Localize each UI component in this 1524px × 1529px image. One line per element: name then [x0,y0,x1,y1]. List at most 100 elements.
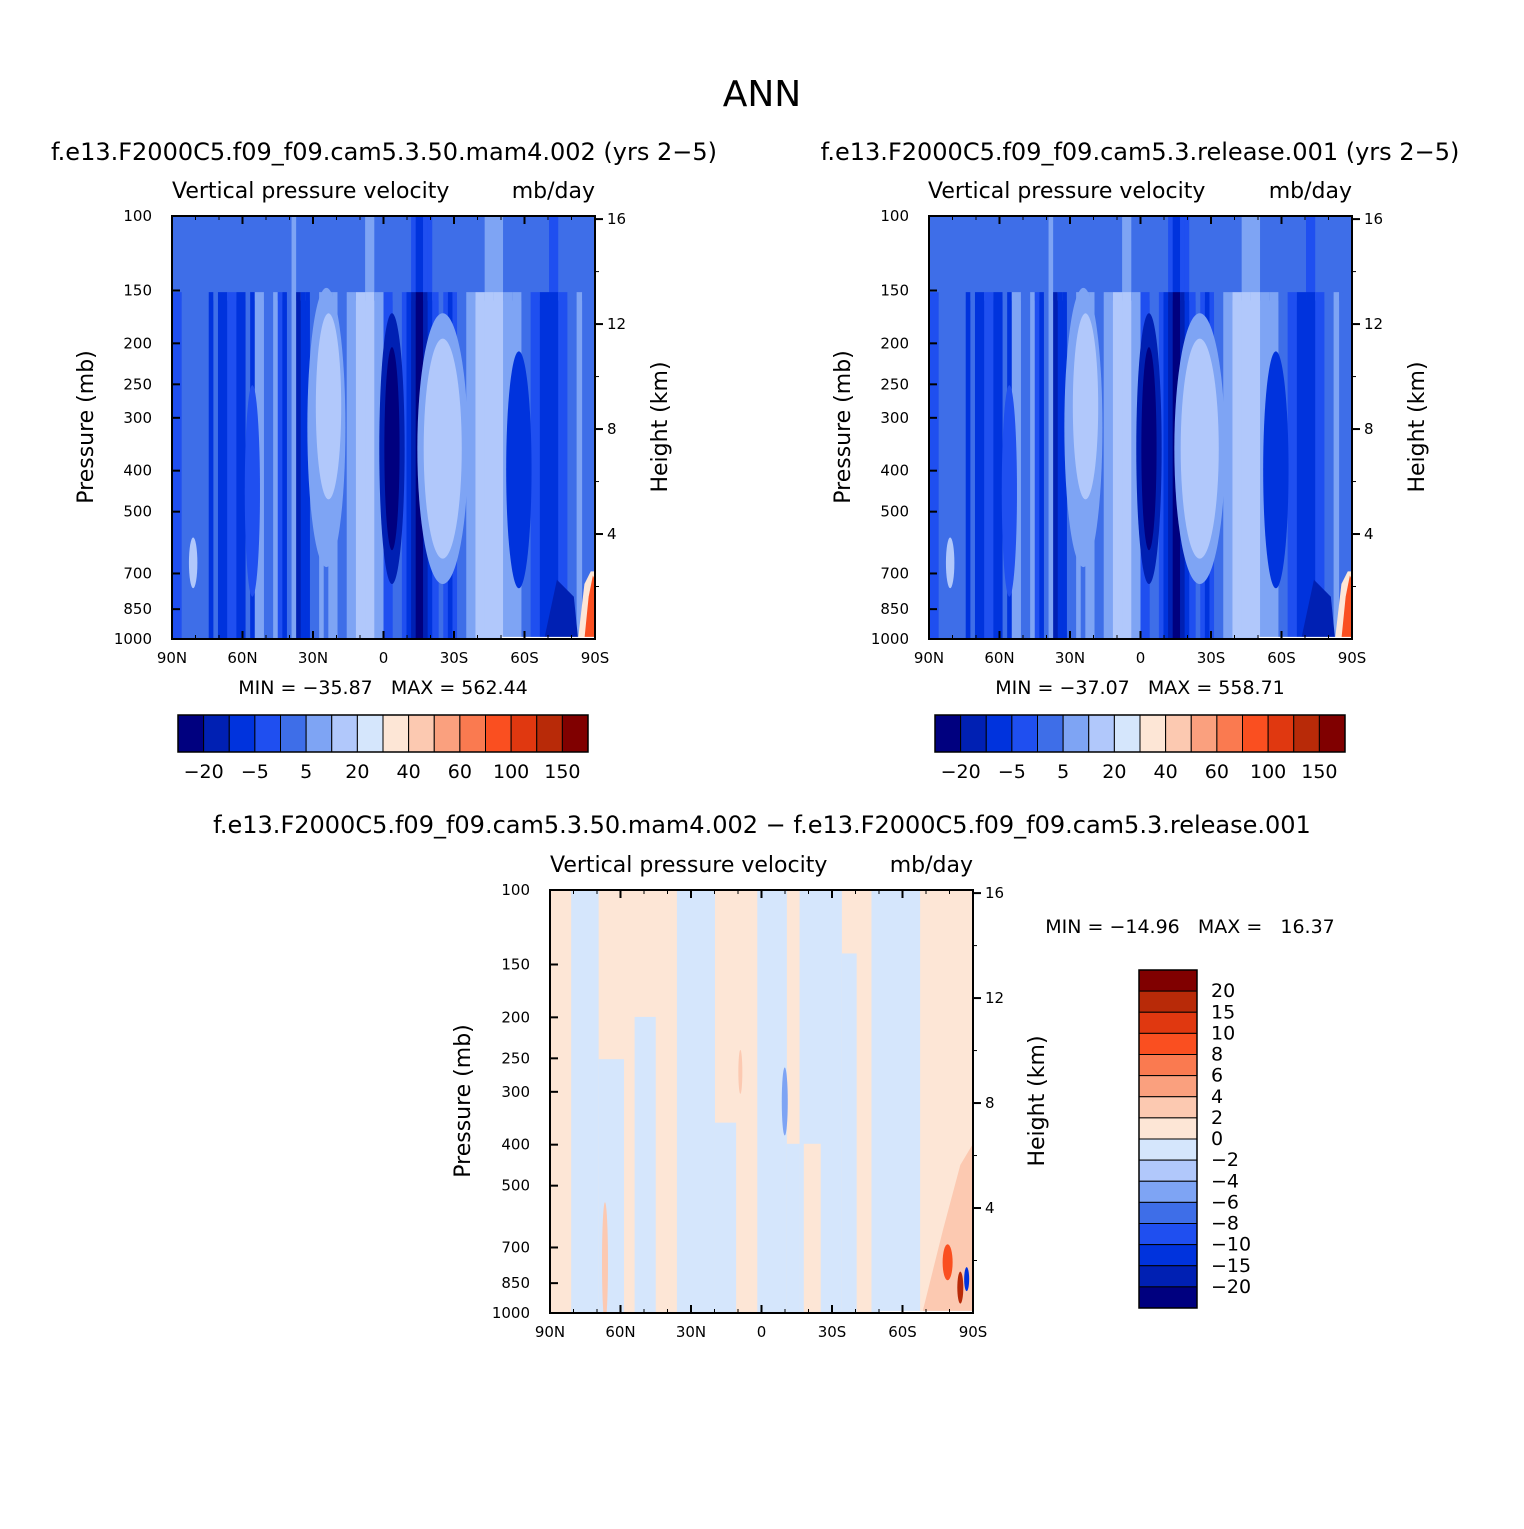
panel-2-ylabel: Pressure (mb) [831,350,856,504]
colorbar-swatch [1138,1286,1198,1309]
x-tick-label: 0 [757,1323,767,1341]
contour-band [530,216,541,301]
contour-core [1001,385,1017,597]
y-tick-label: 700 [123,564,152,582]
contour-core [1263,351,1289,589]
colorbar-swatch [1138,1201,1198,1224]
colorbar-label: 2 [1211,1107,1223,1129]
colorbar-label: 100 [493,761,529,783]
panel-1-title: f.e13.F2000C5.f09_f09.cam5.3.50.mam4.002… [51,138,717,166]
colorbar-swatch [1293,714,1320,753]
panel-3-min-max: MIN = −14.96 MAX = 16.37 [1045,916,1335,938]
y-tick-label: 250 [123,375,152,393]
contour-band [172,216,182,301]
colorbar-swatch [1037,714,1064,753]
colorbar-label: 40 [1154,761,1178,783]
contour-band [263,216,274,301]
contour-band [974,292,985,639]
panel-1: f.e13.F2000C5.f09_f09.cam5.3.50.mam4.002… [51,138,717,783]
y-tick-label: 1000 [871,630,909,648]
colorbar-label: 40 [397,761,421,783]
contour-band [984,292,994,639]
colorbar-label: −15 [1211,1255,1251,1277]
y-right-tick-label: 4 [607,525,617,543]
contour-band [929,216,939,301]
colorbar-label: −10 [1211,1234,1251,1256]
contour-band [432,216,442,301]
colorbar-swatch [1165,714,1192,753]
y-tick-label: 300 [123,409,152,427]
x-tick-label: 30N [1055,649,1085,667]
contour-band [1342,216,1352,301]
colorbar-swatch [561,714,589,753]
x-tick-label: 30S [1197,649,1226,667]
contour-band [172,292,182,639]
contour-band [1324,216,1335,301]
contour-core [964,1267,970,1292]
x-tick-label: 60N [984,649,1014,667]
contour-core [1072,313,1099,500]
colorbar-label: 150 [1301,761,1337,783]
contour-band [1250,216,1261,301]
contour-band [493,292,504,639]
panel-3-subtitle-left: Vertical pressure velocity [550,853,827,878]
page-title: ANN [723,74,802,115]
contour-band [1241,292,1252,639]
contour-core [506,351,532,589]
colorbar-swatch [305,714,333,753]
y-tick-label: 100 [123,207,152,225]
contour-band [1020,292,1031,639]
y-right-tick-label: 8 [1364,420,1374,438]
contour-band [227,292,237,639]
contour-band [457,216,467,301]
x-tick-label: 60S [888,1323,917,1341]
y-tick-label: 300 [501,1083,530,1101]
colorbar-swatch [177,714,205,753]
panel-1-colorbar: −20 −5 5 20 40 60 100 150 [177,714,589,783]
y-right-tick-label: 16 [985,884,1004,902]
y-tick-label: 700 [880,564,909,582]
x-tick-label: 90S [959,1323,988,1341]
y-tick-label: 400 [123,462,152,480]
contour-band [1112,216,1123,301]
contour-core [188,537,198,589]
contour-band [503,216,513,301]
contour-band [263,292,274,639]
contour-band [217,292,228,639]
y-tick-label: 200 [880,334,909,352]
colorbar-swatch [960,714,987,753]
contour-band [1131,216,1141,301]
colorbar-label: 60 [1205,761,1229,783]
contour-band [236,292,247,639]
contour-band [1122,216,1132,301]
contour-band [484,292,495,639]
contour-band [1333,292,1344,639]
panel-2-min-max: MIN = −37.07 MAX = 558.71 [995,677,1285,699]
x-tick-label: 90S [581,649,610,667]
contour-core [601,1202,608,1313]
contour-band [974,216,985,301]
colorbar-swatch [203,714,230,753]
contour-band [466,216,476,301]
colorbar-label: 4 [1211,1086,1223,1108]
panel-3-ylabel: Pressure (mb) [451,1024,476,1178]
contour-band [1306,292,1316,639]
x-tick-label: 90N [535,1323,565,1341]
x-tick-label: 30S [818,1323,847,1341]
colorbar-swatch [1138,1159,1198,1182]
panel-2-title: f.e13.F2000C5.f09_f09.cam5.3.release.001… [821,138,1460,166]
colorbar-swatch [1242,714,1269,753]
contour-band [1094,216,1105,301]
colorbar-swatch [1318,714,1346,753]
x-tick-label: 0 [379,649,389,667]
colorbar-swatch [1138,1265,1198,1288]
contour-band [484,216,495,301]
panel-2-subtitle-left: Vertical pressure velocity [928,179,1205,204]
panel-3-title: f.e13.F2000C5.f09_f09.cam5.3.50.mam4.002… [213,811,1311,839]
colorbar-swatch [408,714,435,753]
colorbar-swatch [382,714,410,753]
colorbar-swatch [1011,714,1038,753]
contour-band [1296,292,1307,639]
colorbar-swatch [985,714,1013,753]
